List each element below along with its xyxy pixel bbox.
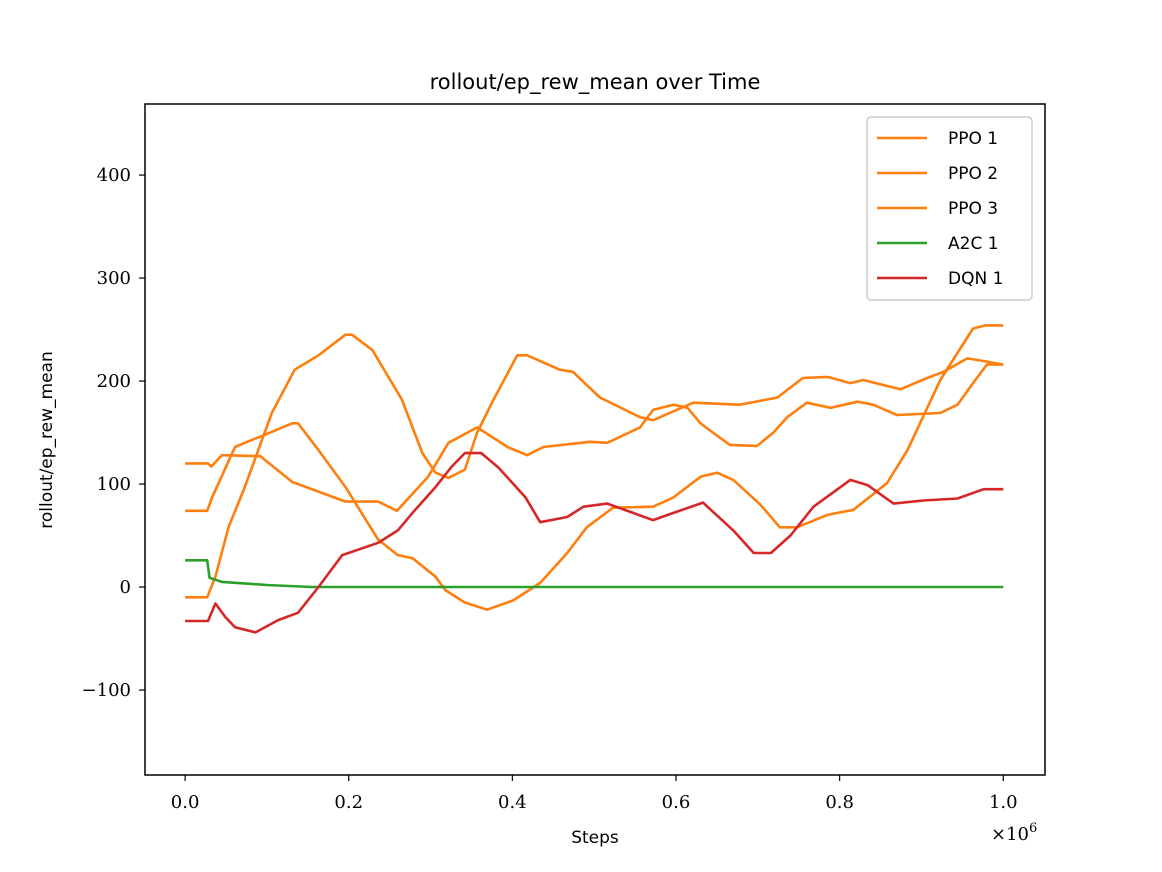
- y-tick-label: 300: [97, 268, 131, 289]
- series-line-ppo-1: [185, 363, 1004, 513]
- x-multiplier: ×106: [991, 821, 1037, 845]
- x-axis: 0.0 0.2 0.4 0.6 0.8 1.0: [171, 775, 1018, 813]
- legend: PPO 1 PPO 2 PPO 3 A2C 1 DQN 1: [866, 116, 1033, 301]
- y-tick-label: 400: [97, 165, 131, 186]
- series-line-ppo-2: [185, 324, 1004, 611]
- series-line-a2c-1: [185, 559, 1004, 589]
- y-tick-label: 0: [120, 577, 131, 598]
- legend-label: DQN 1: [948, 269, 1003, 289]
- y-tick-label: 100: [97, 474, 131, 495]
- y-axis: −100 0 100 200 300 400: [82, 165, 145, 701]
- x-tick-label: 0.4: [498, 792, 527, 813]
- x-tick-label: 1.0: [989, 792, 1018, 813]
- legend-label: PPO 2: [948, 164, 998, 184]
- legend-label: PPO 1: [948, 129, 998, 149]
- x-tick-label: 0.8: [825, 792, 854, 813]
- legend-box: [866, 116, 1033, 301]
- plot-frame: [144, 103, 1046, 776]
- legend-label: A2C 1: [948, 234, 999, 254]
- y-tick-label: 200: [97, 371, 131, 392]
- series-line-ppo-3: [185, 333, 1004, 599]
- x-multiplier-base: ×10: [991, 824, 1029, 845]
- legend-label: PPO 3: [948, 199, 998, 219]
- chart-title: rollout/ep_rew_mean over Time: [430, 70, 761, 95]
- x-axis-label: Steps: [571, 828, 619, 848]
- x-tick-label: 0.6: [662, 792, 691, 813]
- series-line-dqn-1: [185, 451, 1004, 634]
- y-tick-label: −100: [82, 680, 131, 701]
- plot-lines: [185, 324, 1004, 634]
- x-tick-label: 0.0: [171, 792, 200, 813]
- x-tick-label: 0.2: [334, 792, 363, 813]
- y-axis-label: rollout/ep_rew_mean: [37, 351, 57, 528]
- x-multiplier-exponent: 6: [1029, 821, 1037, 836]
